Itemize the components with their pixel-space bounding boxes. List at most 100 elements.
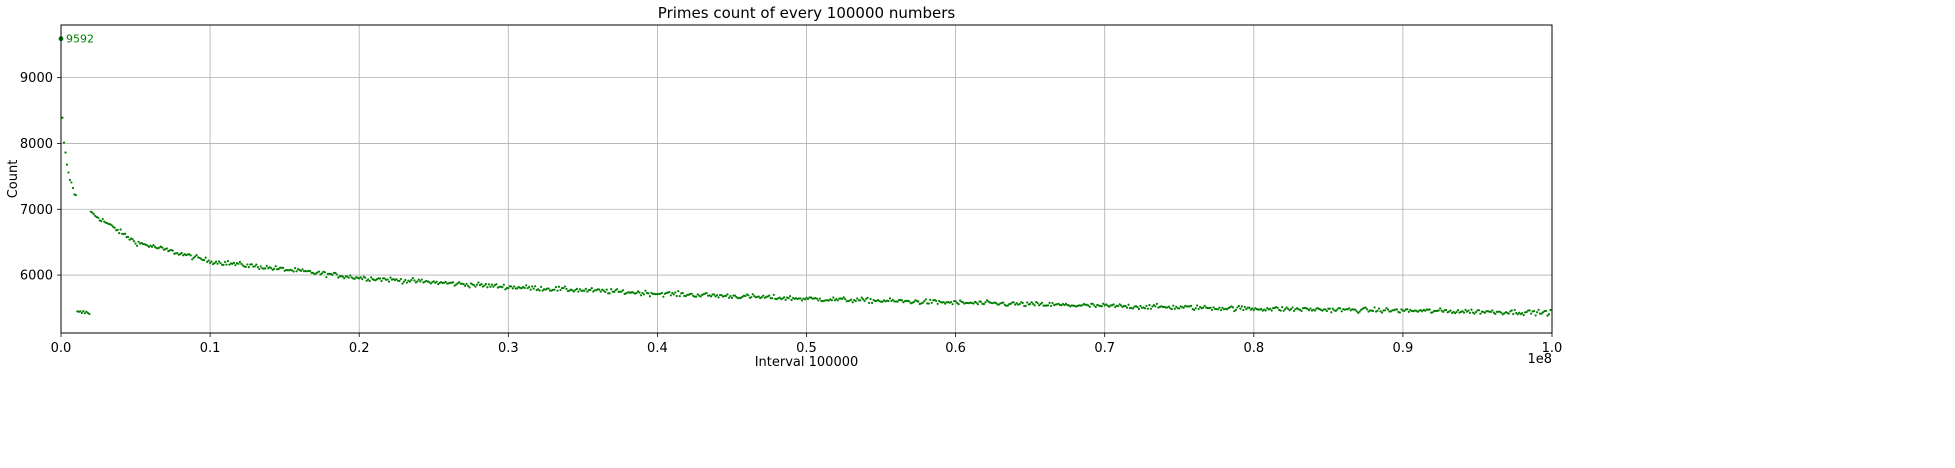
data-point: [538, 289, 541, 292]
data-point: [1216, 308, 1220, 311]
data-point: [1522, 314, 1525, 317]
data-point: [124, 232, 127, 235]
data-point: [192, 256, 195, 259]
data-point: [1002, 301, 1005, 304]
data-point: [507, 287, 510, 290]
data-point: [705, 291, 708, 295]
data-point: [353, 277, 356, 280]
data-point: [1467, 309, 1470, 312]
data-point: [334, 271, 337, 275]
data-point: [1242, 308, 1245, 312]
x-axis-label: Interval 100000: [755, 355, 859, 370]
data-point: [930, 301, 933, 304]
data-point: [1108, 305, 1111, 308]
data-point: [92, 213, 95, 216]
data-point: [677, 290, 680, 293]
data-point: [602, 289, 605, 292]
data-point: [368, 279, 371, 283]
data-point: [416, 280, 419, 283]
data-point: [1209, 306, 1212, 309]
data-point: [1406, 308, 1409, 311]
data-point: [529, 288, 532, 291]
data-point: [1398, 311, 1402, 314]
data-point: [868, 301, 871, 305]
data-point: [1048, 301, 1051, 304]
data-point: [1409, 308, 1412, 312]
data-point: [787, 297, 790, 300]
y-tick-label: 8000: [20, 137, 53, 152]
x-tick-label: 0.9: [1393, 341, 1414, 356]
data-point: [219, 261, 222, 265]
data-point: [660, 291, 663, 295]
data-point: [1292, 309, 1296, 312]
data-point: [1136, 306, 1139, 309]
data-point: [584, 287, 587, 290]
data-point: [672, 293, 675, 296]
data-point: [1534, 314, 1537, 317]
data-point: [1349, 309, 1352, 312]
data-point: [395, 278, 398, 281]
data-point: [323, 271, 327, 274]
data-point: [223, 260, 227, 264]
x-tick-label: 0.8: [1243, 341, 1264, 356]
data-point: [1470, 308, 1473, 311]
data-point: [1125, 306, 1129, 309]
data-point: [975, 301, 978, 304]
plot-frame: [60, 24, 1553, 334]
data-point: [753, 295, 756, 298]
data-point: [827, 299, 830, 302]
data-point: [850, 298, 853, 301]
data-point: [1221, 306, 1224, 309]
data-point: [516, 287, 519, 290]
data-point: [635, 291, 638, 295]
data-point: [997, 303, 1000, 306]
data-point: [768, 294, 771, 297]
data-point: [1036, 301, 1039, 305]
data-point: [428, 281, 431, 284]
data-point: [590, 287, 593, 290]
data-point: [762, 294, 765, 297]
data-point: [1366, 308, 1369, 311]
data-point: [405, 281, 409, 284]
data-point: [134, 242, 137, 245]
data-point: [453, 284, 456, 287]
data-point: [1385, 306, 1388, 310]
data-point: [116, 228, 119, 231]
data-point: [265, 264, 268, 268]
data-point: [398, 279, 401, 282]
data-point: [908, 300, 911, 303]
data-point: [806, 297, 810, 301]
data-point: [465, 282, 468, 286]
data-point: [622, 289, 625, 292]
data-point: [1455, 310, 1458, 314]
data-point: [1269, 307, 1272, 310]
x-tick-label: 0.7: [1094, 341, 1115, 356]
data-point: [526, 287, 529, 290]
data-point: [757, 295, 760, 298]
data-point: [1173, 307, 1176, 310]
data-point: [784, 298, 787, 301]
data-point: [830, 299, 833, 302]
data-point: [1439, 307, 1442, 310]
data-point: [191, 258, 194, 261]
x-tick-label: 0.5: [796, 341, 817, 356]
x-axis-offset-label: 1e8: [1527, 352, 1552, 367]
data-point: [589, 288, 592, 291]
data-point: [292, 270, 295, 273]
data-point: [1233, 310, 1236, 313]
data-point: [1395, 308, 1399, 311]
data-point: [674, 291, 677, 294]
data-point: [486, 286, 489, 289]
data-point: [744, 294, 747, 298]
data-point: [592, 290, 595, 293]
data-point: [118, 231, 121, 235]
data-point: [1494, 312, 1497, 315]
data-point: [571, 289, 574, 292]
data-point: [726, 293, 729, 296]
x-tick-label: 0.2: [349, 341, 370, 356]
data-point: [1127, 303, 1130, 306]
data-point: [217, 260, 221, 263]
data-point: [599, 290, 602, 293]
data-point: [1445, 308, 1448, 312]
data-point: [1541, 311, 1545, 314]
